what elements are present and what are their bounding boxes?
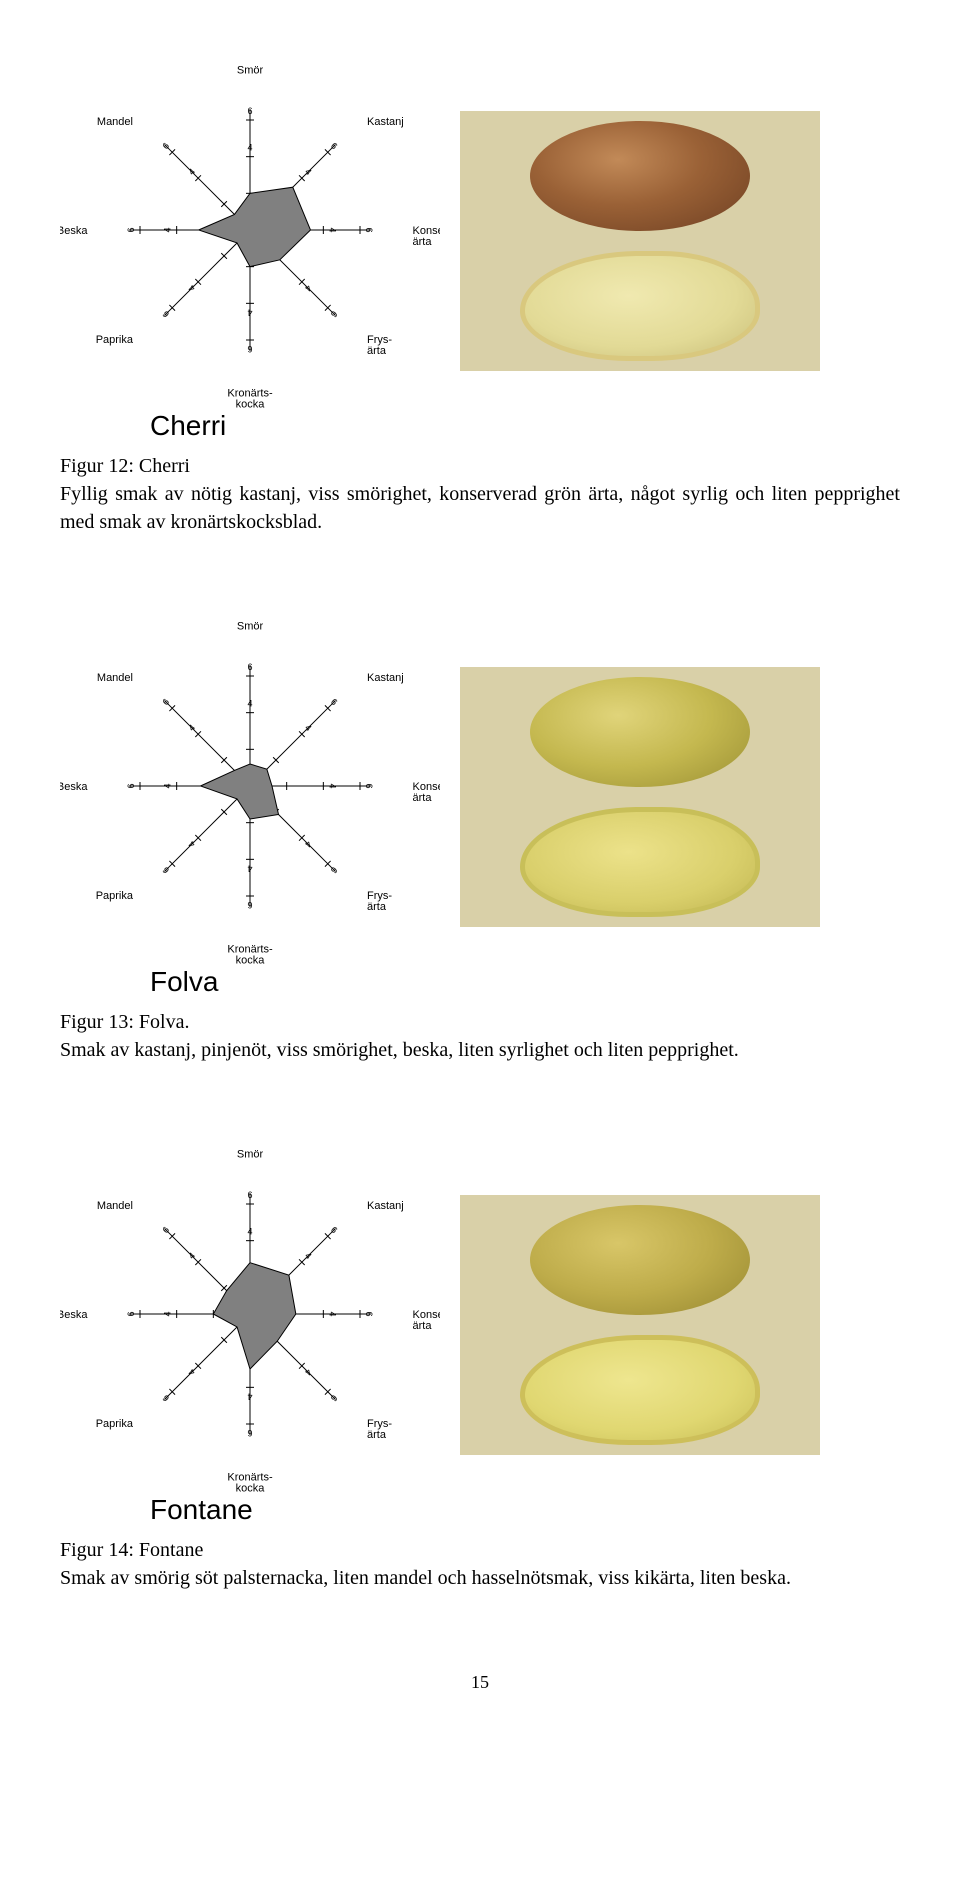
svg-text:6: 6 [126, 783, 136, 788]
figure-row: 4646464646464646SmörKastanjKonserv-ärtaF… [60, 596, 900, 998]
svg-text:kocka: kocka [236, 955, 266, 967]
svg-text:ärta: ärta [367, 1429, 387, 1441]
svg-text:ärta: ärta [367, 901, 387, 913]
svg-text:4: 4 [163, 227, 173, 232]
svg-text:4: 4 [247, 143, 252, 153]
svg-text:4: 4 [163, 783, 173, 788]
svg-text:6: 6 [247, 662, 252, 672]
svg-text:6: 6 [247, 1428, 252, 1438]
figure-caption: Figur 12: Cherri Fyllig smak av nötig kas… [60, 452, 900, 536]
radar-column: 4646464646464646SmörKastanjKonserv-ärtaF… [60, 596, 440, 998]
svg-text:Beska: Beska [60, 225, 88, 237]
photo-whole-potato [460, 111, 820, 241]
caption-title: Figur 14: Fontane [60, 1539, 203, 1561]
figure-caption: Figur 14: Fontane Smak av smörig söt pals… [60, 1536, 900, 1592]
svg-text:Beska: Beska [60, 781, 88, 793]
caption-body: Smak av smörig söt palsternacka, liten m… [60, 1567, 791, 1589]
potato-cut-shape [520, 807, 760, 917]
photo-cut-potato [460, 797, 820, 927]
svg-text:Paprika: Paprika [96, 890, 134, 902]
potato-whole-shape [530, 1205, 750, 1315]
svg-text:ärta: ärta [413, 1320, 433, 1332]
svg-text:4: 4 [247, 699, 252, 709]
svg-text:Beska: Beska [60, 1309, 88, 1321]
svg-text:ärta: ärta [367, 345, 387, 357]
radar-chart: 4646464646464646SmörKastanjKonserv-ärtaF… [60, 596, 440, 976]
figure-row: 4646464646464646SmörKastanjKonserv-ärtaF… [60, 1124, 900, 1526]
caption-title: Figur 12: Cherri [60, 455, 190, 477]
svg-text:Paprika: Paprika [96, 334, 134, 346]
potato-whole-shape [530, 121, 750, 231]
figure-fontane: 4646464646464646SmörKastanjKonserv-ärtaF… [60, 1124, 900, 1592]
radar-column: 4646464646464646SmörKastanjKonserv-ärtaF… [60, 40, 440, 442]
svg-text:4: 4 [247, 307, 252, 317]
photo-cut-potato [460, 1325, 820, 1455]
photo-stack [460, 111, 820, 371]
figure-caption: Figur 13: Folva. Smak av kastanj, pinjenö… [60, 1008, 900, 1064]
caption-title: Figur 13: Folva. [60, 1011, 189, 1033]
photo-whole-potato [460, 1195, 820, 1325]
page-number: 15 [60, 1672, 900, 1693]
potato-whole-shape [530, 677, 750, 787]
figure-row: 4646464646464646SmörKastanjKonserv-ärtaF… [60, 40, 900, 442]
photo-whole-potato [460, 667, 820, 797]
caption-body: Smak av kastanj, pinjenöt, viss smörighe… [60, 1039, 739, 1061]
svg-text:4: 4 [247, 863, 252, 873]
svg-text:6: 6 [247, 344, 252, 354]
svg-text:4: 4 [247, 1227, 252, 1237]
svg-text:4: 4 [327, 783, 337, 788]
radar-column: 4646464646464646SmörKastanjKonserv-ärtaF… [60, 1124, 440, 1526]
svg-text:4: 4 [247, 1391, 252, 1401]
photo-stack [460, 1195, 820, 1455]
svg-text:Smör: Smör [237, 621, 264, 633]
svg-text:Paprika: Paprika [96, 1418, 134, 1430]
figure-folva: 4646464646464646SmörKastanjKonserv-ärtaF… [60, 596, 900, 1064]
svg-text:6: 6 [247, 106, 252, 116]
svg-text:4: 4 [163, 1311, 173, 1316]
figure-cherri: 4646464646464646SmörKastanjKonserv-ärtaF… [60, 40, 900, 536]
svg-text:6: 6 [364, 783, 374, 788]
svg-text:4: 4 [327, 1311, 337, 1316]
potato-cut-shape [520, 251, 760, 361]
radar-chart: 4646464646464646SmörKastanjKonserv-ärtaF… [60, 40, 440, 420]
caption-body: Fyllig smak av nötig kastanj, viss smöri… [60, 483, 900, 533]
photo-stack [460, 667, 820, 927]
svg-text:6: 6 [247, 1190, 252, 1200]
svg-text:Kastanj: Kastanj [367, 1200, 404, 1212]
svg-text:6: 6 [247, 900, 252, 910]
svg-text:6: 6 [364, 1311, 374, 1316]
potato-cut-shape [520, 1335, 760, 1445]
radar-chart: 4646464646464646SmörKastanjKonserv-ärtaF… [60, 1124, 440, 1504]
svg-text:ärta: ärta [413, 792, 433, 804]
svg-text:6: 6 [126, 227, 136, 232]
svg-text:ärta: ärta [413, 236, 433, 248]
svg-text:kocka: kocka [236, 399, 266, 411]
svg-text:Kastanj: Kastanj [367, 672, 404, 684]
photo-cut-potato [460, 241, 820, 371]
svg-text:4: 4 [327, 227, 337, 232]
svg-text:Mandel: Mandel [97, 116, 133, 128]
svg-text:kocka: kocka [236, 1483, 266, 1495]
svg-text:Kastanj: Kastanj [367, 116, 404, 128]
svg-text:Mandel: Mandel [97, 1200, 133, 1212]
svg-text:6: 6 [364, 227, 374, 232]
svg-text:Smör: Smör [237, 1149, 264, 1161]
svg-text:Mandel: Mandel [97, 672, 133, 684]
svg-text:Smör: Smör [237, 65, 264, 77]
svg-text:6: 6 [126, 1311, 136, 1316]
